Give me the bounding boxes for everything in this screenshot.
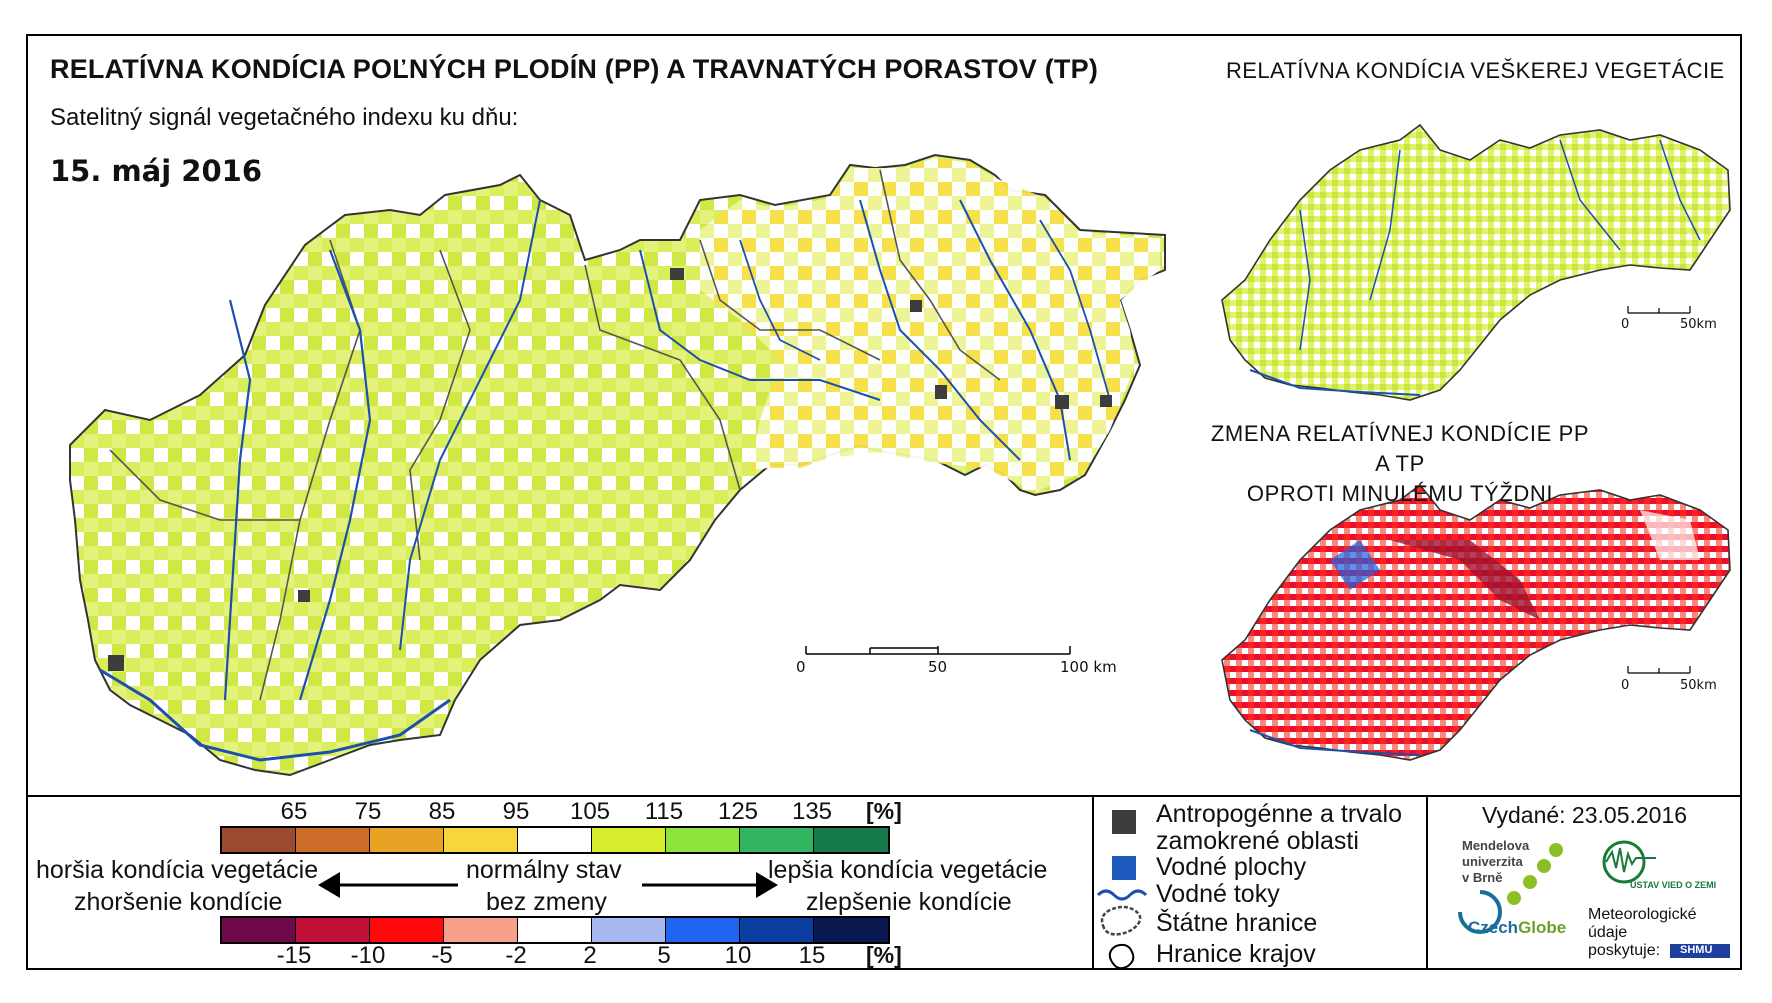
- arrow-left-icon: [318, 872, 340, 898]
- czechglobe-part-a: Czech: [1468, 918, 1519, 937]
- legend-tick: 125: [717, 798, 759, 825]
- legend-tick: -10: [350, 942, 386, 969]
- change-color-ramp: [220, 916, 890, 944]
- legend-tick: 85: [428, 798, 456, 825]
- condition-ramp-cell: [222, 828, 296, 852]
- czechglobe-part-b: Globe: [1518, 918, 1567, 937]
- no-change-label: bez zmeny: [486, 888, 607, 916]
- inset-bottom-scale-end: 50km: [1680, 678, 1717, 693]
- meteo-line1: Meteorologické: [1588, 906, 1697, 923]
- main-scalebar: [805, 646, 1071, 655]
- anthropogenic-swatch: [1112, 810, 1136, 834]
- legend-tick: -5: [431, 942, 453, 969]
- better-change-label: zlepšenie kondície: [806, 888, 1012, 916]
- meteo-line3: poskytuje:: [1588, 942, 1661, 959]
- better-condition-label: lepšia kondícia vegetácie: [768, 856, 1048, 884]
- inset-top-scale-end: 50km: [1680, 317, 1717, 332]
- legend-tick: 135: [791, 798, 833, 825]
- legend-tick: 5: [657, 942, 671, 969]
- legend-tick: 15: [798, 942, 826, 969]
- anthropogenic-label-1: Antropogénne a trvalo: [1156, 800, 1403, 828]
- condition-ramp-cell: [740, 828, 814, 852]
- czechglobe-logo-text: CzechGlobe: [1468, 918, 1566, 938]
- inset-top-scalebar: [1627, 306, 1691, 314]
- mendel-line1: Mendelova: [1462, 838, 1530, 853]
- legend-separator-1: [1092, 797, 1094, 970]
- normal-label: normálny stav: [466, 856, 622, 884]
- change-unit: [%]: [866, 942, 902, 968]
- water-bodies-label: Vodné plochy: [1156, 853, 1307, 881]
- change-ramp-cell: [592, 918, 666, 942]
- ustav-logo-icon: [1602, 840, 1646, 884]
- change-ramp-cell: [296, 918, 370, 942]
- anthropogenic-label-2: zamokrené oblasti: [1156, 827, 1359, 855]
- stream-symbol-icon: [1096, 889, 1148, 901]
- change-ramp-cell: [444, 918, 518, 942]
- inset-bottom-scale-zero: 0: [1621, 678, 1630, 693]
- region-borders-label: Hranice krajov: [1156, 940, 1316, 968]
- change-ramp-cell: [222, 918, 296, 942]
- inset-bottom-scalebar: [1627, 666, 1691, 674]
- legend-panel: [26, 795, 1742, 970]
- main-title: RELATÍVNA KONDÍCIA POĽNÝCH PLODÍN (PP) A…: [50, 54, 1099, 84]
- state-borders-label: Štátne hranice: [1156, 909, 1318, 937]
- condition-ramp-cell: [296, 828, 370, 852]
- inset-title-change-line2: OPROTI MINULÉMU TÝŽDNI: [1246, 481, 1554, 506]
- inset-title-change: ZMENA RELATÍVNEJ KONDÍCIE PP A TP OPROTI…: [1210, 419, 1590, 509]
- condition-ramp-cell: [814, 828, 888, 852]
- legend-tick: 65: [280, 798, 308, 825]
- region-border-icon: [1108, 943, 1135, 970]
- legend-tick: 75: [354, 798, 382, 825]
- condition-ramp-cell: [444, 828, 518, 852]
- legend-tick: 115: [644, 798, 684, 825]
- change-ramp-cell: [740, 918, 814, 942]
- arrow-right-icon: [756, 872, 778, 898]
- state-border-icon: [1100, 905, 1142, 936]
- czechglobe-logo-icon: [1458, 890, 1502, 934]
- inset-top-scale-zero: 0: [1621, 317, 1630, 332]
- main-scale-end: 100 km: [1060, 658, 1117, 676]
- change-ramp-cell: [370, 918, 444, 942]
- legend-tick: 95: [502, 798, 530, 825]
- condition-ramp-cell: [666, 828, 740, 852]
- ustav-logo-text: ÚSTAV VIED O ZEMI: [1630, 880, 1717, 890]
- meteo-credit: Meteorologické údaje poskytuje:: [1588, 906, 1697, 960]
- shmu-logo-icon: [1670, 944, 1730, 958]
- legend-separator-2: [1426, 797, 1428, 970]
- condition-ramp-cell: [518, 828, 592, 852]
- main-scale-zero: 0: [796, 658, 806, 676]
- date-label: 15. máj 2016: [50, 154, 263, 188]
- mendel-logo-text: Mendelova univerzita v Brně: [1462, 838, 1529, 886]
- shmu-logo-text: SHMÚ: [1680, 944, 1713, 956]
- change-ramp-cell: [666, 918, 740, 942]
- change-ramp-cell: [518, 918, 592, 942]
- subtitle: Satelitný signál vegetačného indexu ku d…: [50, 104, 519, 131]
- issued-date: Vydané: 23.05.2016: [1482, 802, 1688, 828]
- condition-unit: [%]: [866, 798, 902, 824]
- condition-ramp-cell: [592, 828, 666, 852]
- worse-change-label: zhoršenie kondície: [74, 888, 283, 916]
- change-ramp-cell: [814, 918, 888, 942]
- inset-title-all-vegetation: RELATÍVNA KONDÍCIA VEŠKEREJ VEGETÁCIE: [1226, 58, 1725, 83]
- meteo-line2: údaje: [1588, 924, 1628, 941]
- worse-condition-label: horšia kondícia vegetácie: [36, 856, 319, 884]
- legend-tick: -2: [505, 942, 527, 969]
- water-streams-label: Vodné toky: [1156, 880, 1280, 908]
- water-bodies-swatch: [1112, 856, 1136, 880]
- mendel-line2: univerzita: [1462, 854, 1523, 869]
- condition-ramp-cell: [370, 828, 444, 852]
- main-scale-mid: 50: [928, 658, 948, 676]
- condition-color-ramp: [220, 826, 890, 854]
- legend-tick: -15: [276, 942, 312, 969]
- legend-tick: 105: [569, 798, 611, 825]
- inset-title-change-line1: ZMENA RELATÍVNEJ KONDÍCIE PP A TP: [1210, 421, 1590, 476]
- legend-tick: 10: [724, 942, 752, 969]
- legend-tick: 2: [583, 942, 597, 969]
- mendel-line3: v Brně: [1462, 870, 1503, 885]
